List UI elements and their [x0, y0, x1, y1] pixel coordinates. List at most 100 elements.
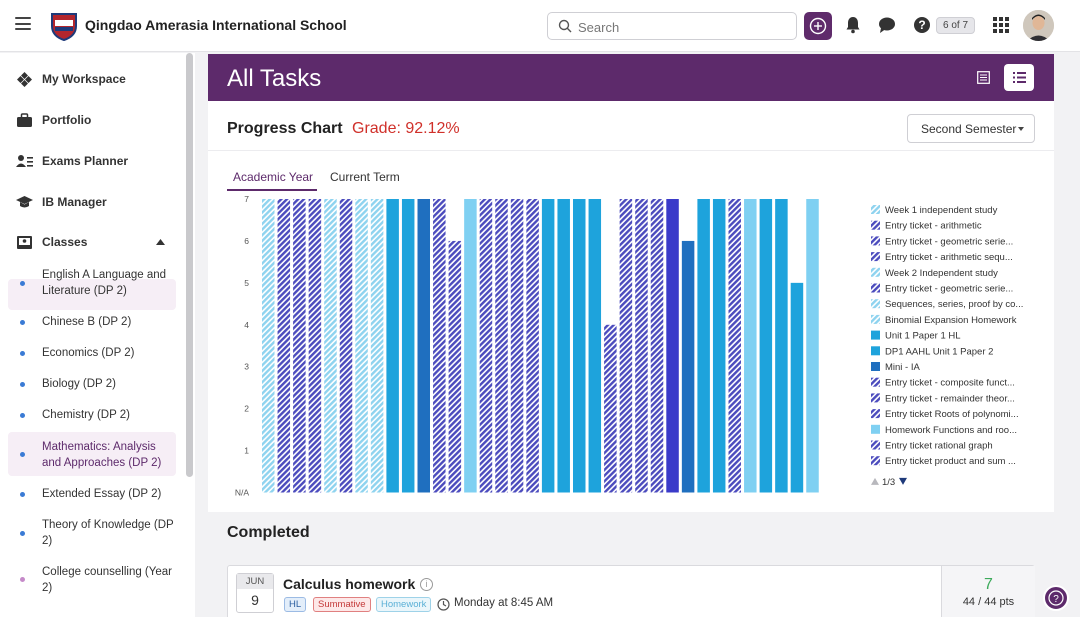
- legend-label[interactable]: Entry ticket product and sum ...: [885, 456, 1016, 467]
- chart-bar[interactable]: [355, 199, 368, 493]
- chevron-up-icon[interactable]: [156, 239, 165, 245]
- task-card[interactable]: JUN 9 Calculus homework i HL Summative H…: [227, 565, 1035, 617]
- legend-label[interactable]: Entry ticket Roots of polynomi...: [885, 409, 1019, 420]
- sidebar-item-exams-planner[interactable]: Exams Planner: [16, 151, 128, 171]
- legend-swatch: [871, 346, 880, 356]
- chart-bar[interactable]: [401, 199, 415, 493]
- chart-bar[interactable]: [619, 199, 633, 493]
- chart-bar[interactable]: [681, 240, 695, 493]
- chart-bar[interactable]: [510, 199, 524, 493]
- tab-current-term[interactable]: Current Term: [330, 170, 400, 184]
- legend-label[interactable]: Entry ticket rational graph: [885, 441, 993, 452]
- chart-bar[interactable]: [293, 199, 306, 493]
- chart-bar[interactable]: [712, 199, 726, 493]
- avatar[interactable]: [1023, 10, 1054, 41]
- chart-bar[interactable]: [386, 199, 399, 493]
- task-title[interactable]: Calculus homework: [283, 576, 416, 592]
- legend-swatch: [871, 283, 880, 293]
- list-view-button[interactable]: [1004, 64, 1034, 91]
- sidebar-class-extended-essay[interactable]: Extended Essay (DP 2): [42, 488, 162, 500]
- chart-bar[interactable]: [697, 199, 710, 493]
- help-icon[interactable]: ?: [912, 15, 932, 35]
- legend-prev-icon[interactable]: [871, 477, 879, 485]
- chart-bar[interactable]: [604, 324, 617, 493]
- legend-label[interactable]: DP1 AAHL Unit 1 Paper 2: [885, 346, 993, 357]
- svg-text:?: ?: [1053, 594, 1059, 605]
- legend-label[interactable]: Mini - IA: [885, 362, 921, 373]
- menu-icon[interactable]: [15, 17, 31, 30]
- sidebar-item-ib-manager[interactable]: IB Manager: [16, 192, 107, 212]
- chart-bar[interactable]: [433, 199, 446, 493]
- legend-label[interactable]: Entry ticket - remainder theor...: [885, 393, 1015, 404]
- chart-bar[interactable]: [806, 199, 819, 493]
- help-button[interactable]: ?: [1043, 585, 1069, 611]
- sidebar-class-chinese[interactable]: Chinese B (DP 2): [42, 316, 132, 328]
- sidebar-class-tok[interactable]: Theory of Knowledge (DP 2): [42, 519, 174, 547]
- chat-icon[interactable]: [877, 15, 897, 35]
- sidebar-item-classes[interactable]: Classes: [16, 232, 87, 252]
- semester-select[interactable]: Second Semester: [907, 114, 1035, 143]
- chart-bar[interactable]: [526, 199, 539, 493]
- chart-bar[interactable]: [759, 199, 773, 493]
- bell-icon[interactable]: [843, 15, 863, 35]
- search-input[interactable]: [578, 17, 788, 37]
- apps-grid-icon[interactable]: [993, 17, 1009, 33]
- chart-bar[interactable]: [339, 199, 353, 493]
- chart-bar[interactable]: [728, 199, 742, 493]
- legend-label[interactable]: Entry ticket - geometric serie...: [885, 236, 1013, 247]
- chart-bar[interactable]: [650, 199, 664, 493]
- legend-label[interactable]: Sequences, series, proof by co...: [885, 299, 1023, 310]
- chart-bar[interactable]: [557, 199, 570, 493]
- chart-bar[interactable]: [495, 199, 508, 493]
- legend-label[interactable]: Entry ticket - composite funct...: [885, 378, 1015, 389]
- legend-label[interactable]: Entry ticket - arithmetic sequ...: [885, 252, 1013, 263]
- chart-bar[interactable]: [324, 199, 337, 493]
- chart-bar[interactable]: [308, 199, 322, 493]
- chart-bar[interactable]: [573, 199, 586, 493]
- legend-label[interactable]: Unit 1 Paper 1 HL: [885, 331, 961, 342]
- sidebar-class-mathematics[interactable]: Mathematics: Analysis and Approaches (DP…: [42, 441, 162, 469]
- legend-label[interactable]: Week 2 Independent study: [885, 268, 998, 279]
- sidebar-class-biology[interactable]: Biology (DP 2): [42, 378, 116, 390]
- chart-bar[interactable]: [448, 240, 462, 493]
- school-logo[interactable]: [49, 11, 79, 41]
- chart-bar[interactable]: [277, 199, 291, 493]
- chart-bar[interactable]: [479, 199, 493, 493]
- chart-bar[interactable]: [588, 199, 602, 493]
- chart-bar[interactable]: [541, 199, 555, 493]
- tag-summative: Summative: [313, 597, 371, 612]
- sidebar-class-economics[interactable]: Economics (DP 2): [42, 347, 135, 359]
- legend-next-icon[interactable]: [899, 477, 907, 485]
- tab-academic-year[interactable]: Academic Year: [233, 170, 314, 184]
- chart-bar[interactable]: [790, 282, 804, 493]
- class-dot: [20, 320, 25, 325]
- sidebar-scrollbar[interactable]: [186, 53, 193, 477]
- school-name[interactable]: Qingdao Amerasia International School: [85, 17, 347, 33]
- add-button[interactable]: [804, 12, 832, 40]
- sidebar-item-portfolio[interactable]: Portfolio: [16, 110, 91, 130]
- chart-bar[interactable]: [262, 199, 275, 493]
- y-tick-label: 5: [244, 278, 249, 288]
- chart-bar[interactable]: [666, 199, 679, 493]
- search-box[interactable]: [547, 12, 797, 40]
- legend-page: 1/3: [882, 477, 895, 488]
- legend-label[interactable]: Entry ticket - arithmetic: [885, 221, 982, 232]
- sidebar-class-english[interactable]: English A Language and Literature (DP 2): [42, 269, 167, 297]
- board-view-button[interactable]: [968, 64, 998, 91]
- info-icon[interactable]: i: [420, 578, 433, 591]
- classes-section[interactable]: [8, 279, 176, 310]
- sidebar-item-my-workspace[interactable]: My Workspace: [16, 69, 126, 89]
- legend-label[interactable]: Binomial Expansion Homework: [885, 315, 1017, 326]
- sidebar-item-label: IB Manager: [42, 195, 107, 209]
- sidebar-class-college-counselling[interactable]: College counselling (Year 2): [42, 566, 172, 594]
- chart-bar[interactable]: [635, 199, 648, 493]
- legend-label[interactable]: Homework Functions and roo...: [885, 425, 1017, 436]
- legend-label[interactable]: Week 1 independent study: [885, 205, 998, 216]
- sidebar-class-chemistry[interactable]: Chemistry (DP 2): [42, 409, 130, 421]
- chart-bar[interactable]: [417, 199, 431, 493]
- chart-bar[interactable]: [775, 199, 788, 493]
- legend-label[interactable]: Entry ticket - geometric serie...: [885, 284, 1013, 295]
- chart-bar[interactable]: [464, 199, 477, 493]
- chart-bar[interactable]: [370, 199, 384, 493]
- chart-bar[interactable]: [744, 199, 757, 493]
